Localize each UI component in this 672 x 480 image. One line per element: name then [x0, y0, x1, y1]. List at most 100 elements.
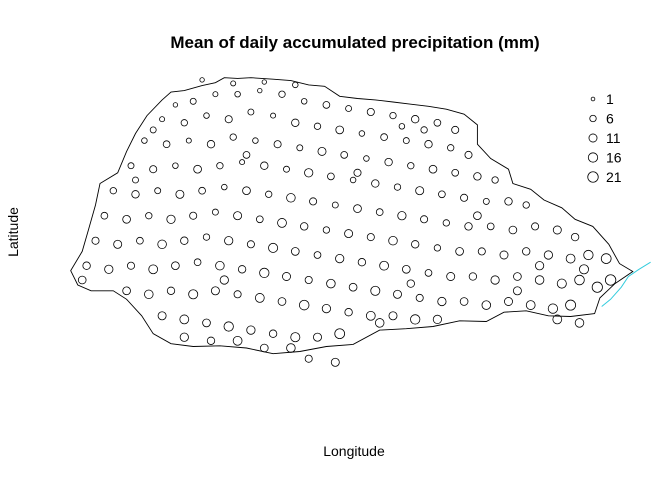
station-point [230, 80, 237, 87]
station-point [574, 274, 585, 286]
station-point [604, 274, 617, 286]
station-point [141, 137, 148, 144]
station-point [298, 299, 310, 311]
legend-symbol [587, 152, 599, 163]
station-point [446, 272, 456, 281]
station-point [491, 176, 499, 184]
station-point [175, 189, 185, 199]
station-point [157, 239, 167, 250]
station-point [206, 140, 216, 149]
station-point [504, 197, 513, 206]
station-point [508, 225, 518, 235]
station-point [224, 236, 234, 246]
station-point [460, 193, 469, 202]
station-point [424, 140, 433, 149]
station-points [77, 77, 617, 367]
station-point [277, 297, 287, 306]
station-point [149, 165, 158, 174]
station-point [402, 137, 410, 145]
station-point [437, 296, 447, 307]
station-point [313, 122, 322, 130]
station-point [286, 193, 296, 203]
station-point [565, 299, 577, 311]
legend-symbol [590, 96, 596, 102]
station-point [242, 151, 251, 159]
station-point [420, 215, 429, 224]
station-point [127, 261, 135, 270]
legend-label: 1 [606, 91, 614, 107]
station-point [322, 101, 331, 109]
station-point [277, 218, 287, 228]
station-point [543, 250, 553, 260]
station-point [172, 162, 179, 169]
station-point [442, 219, 450, 227]
station-point [113, 239, 123, 249]
station-point [203, 112, 210, 119]
station-point [296, 144, 304, 152]
station-point [100, 211, 109, 220]
station-point [145, 212, 153, 220]
station-point [535, 261, 545, 271]
station-point [340, 151, 349, 159]
station-point [570, 232, 580, 242]
station-point [268, 242, 279, 253]
station-point [327, 172, 335, 181]
station-point [477, 247, 486, 256]
station-point [259, 267, 270, 278]
station-point [104, 264, 114, 274]
station-point [525, 300, 536, 310]
station-point [91, 236, 100, 245]
station-point [534, 275, 545, 285]
station-point [180, 236, 189, 245]
station-point [257, 87, 263, 94]
station-point [304, 276, 313, 284]
station-point [172, 102, 179, 108]
station-point [255, 215, 264, 224]
station-point [149, 126, 157, 134]
station-point [326, 278, 336, 289]
station-point [512, 286, 522, 296]
station-point [380, 133, 388, 141]
station-point [473, 172, 482, 181]
station-point [157, 311, 167, 321]
station-point [234, 90, 241, 98]
station-point [473, 211, 482, 221]
station-point [432, 314, 442, 324]
station-point [216, 162, 224, 170]
station-point [322, 226, 331, 234]
station-point [261, 79, 267, 85]
station-point [162, 140, 171, 149]
station-point [210, 286, 220, 296]
station-point [388, 235, 398, 246]
station-point [468, 272, 478, 281]
station-point [345, 105, 353, 112]
station-point [304, 354, 313, 363]
station-point [246, 325, 256, 335]
station-point [317, 146, 327, 156]
station-point [384, 157, 393, 167]
station-point [189, 97, 197, 105]
station-point [433, 118, 442, 127]
legend-symbol [589, 114, 597, 123]
station-point [583, 249, 594, 261]
map-layer [70, 77, 651, 355]
station-point [397, 211, 407, 221]
station-point [393, 289, 402, 299]
station-point [451, 125, 460, 134]
station-point [159, 116, 166, 123]
station-point [232, 335, 243, 346]
station-point [132, 176, 139, 184]
station-point [166, 214, 176, 224]
station-point [504, 297, 513, 306]
station-point [202, 318, 211, 328]
station-point [221, 183, 228, 191]
legend-label: 6 [606, 111, 614, 127]
station-point [334, 328, 346, 340]
station-point [388, 311, 398, 321]
station-point [211, 208, 219, 216]
station-point [309, 197, 318, 206]
station-point [438, 190, 446, 199]
station-point [410, 314, 421, 325]
